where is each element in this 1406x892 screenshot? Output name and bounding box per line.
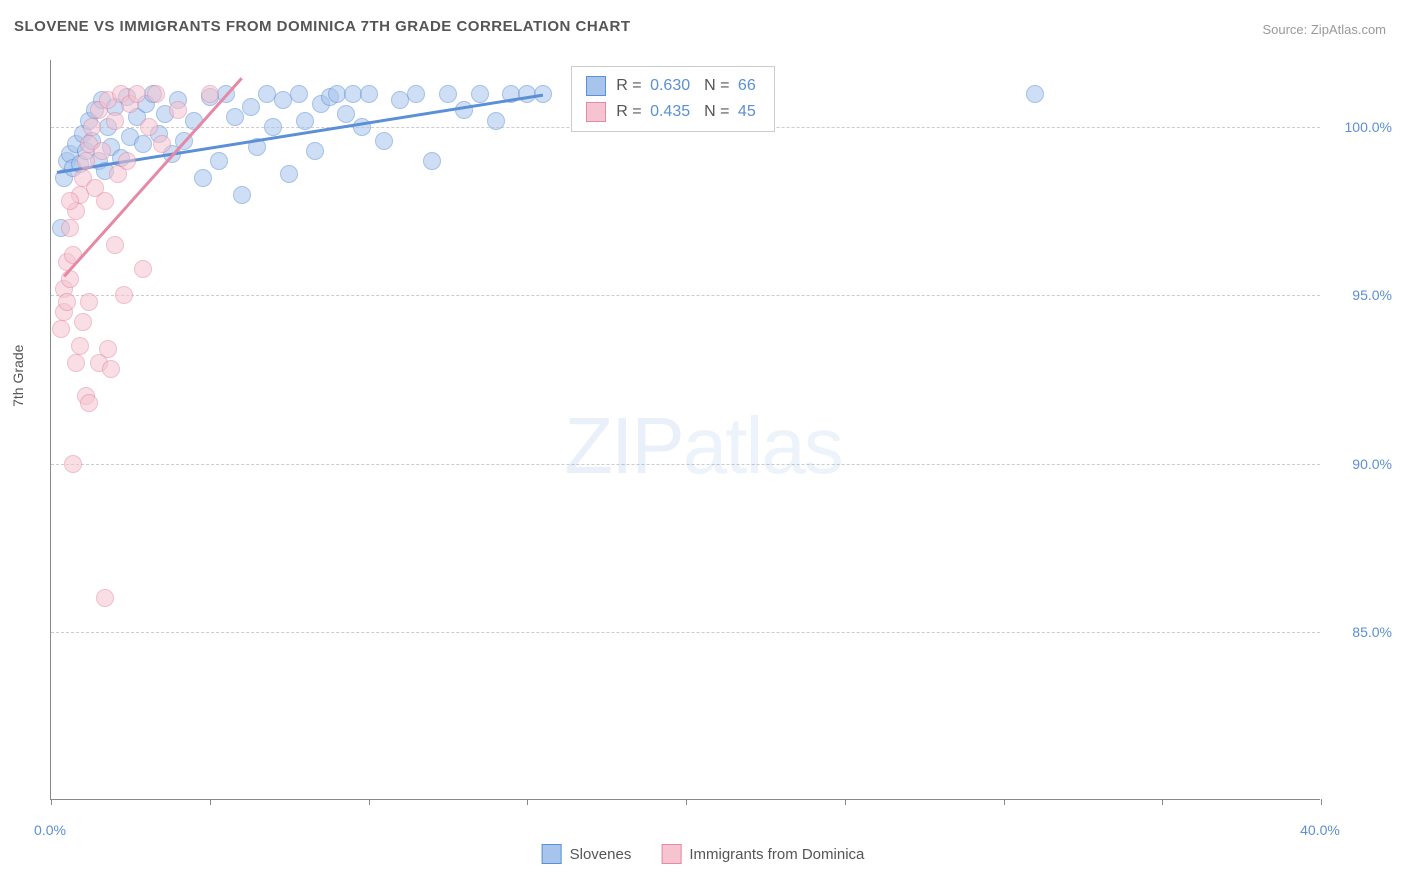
- x-tick-label: 0.0%: [34, 822, 66, 838]
- stats-row: R = 0.630 N = 66: [586, 73, 759, 99]
- x-tick: [1004, 799, 1005, 805]
- stats-row: R = 0.435 N = 45: [586, 99, 759, 125]
- data-point: [147, 85, 165, 103]
- chart-plot-area: R = 0.630 N = 66 R = 0.435 N = 45: [50, 60, 1320, 800]
- data-point: [71, 337, 89, 355]
- stats-r-label: R = 0.435: [616, 99, 694, 125]
- grid-line: [51, 632, 1320, 633]
- x-tick-label: 40.0%: [1300, 822, 1340, 838]
- data-point: [61, 270, 79, 288]
- x-tick: [51, 799, 52, 805]
- legend-label: Immigrants from Dominica: [689, 846, 864, 863]
- data-point: [74, 313, 92, 331]
- data-point: [77, 152, 95, 170]
- stats-n-label: N = 66: [704, 73, 760, 99]
- stats-box: R = 0.630 N = 66 R = 0.435 N = 45: [571, 66, 774, 132]
- x-tick: [845, 799, 846, 805]
- chart-title: SLOVENE VS IMMIGRANTS FROM DOMINICA 7TH …: [14, 18, 631, 35]
- legend-swatch: [661, 844, 681, 864]
- data-point: [1026, 85, 1044, 103]
- legend-item: Immigrants from Dominica: [661, 844, 864, 864]
- data-point: [233, 186, 251, 204]
- data-point: [134, 135, 152, 153]
- y-tick-label: 90.0%: [1352, 456, 1392, 472]
- data-point: [115, 286, 133, 304]
- legend-swatch: [542, 844, 562, 864]
- y-tick-label: 95.0%: [1352, 287, 1392, 303]
- stats-r-label: R = 0.630: [616, 73, 694, 99]
- data-point: [118, 152, 136, 170]
- data-point: [80, 293, 98, 311]
- data-point: [96, 589, 114, 607]
- y-tick-label: 100.0%: [1345, 119, 1392, 135]
- data-point: [96, 192, 114, 210]
- data-point: [61, 219, 79, 237]
- data-point: [99, 340, 117, 358]
- data-point: [471, 85, 489, 103]
- grid-line: [51, 464, 1320, 465]
- legend-label: Slovenes: [570, 846, 632, 863]
- grid-line: [51, 295, 1320, 296]
- x-tick: [527, 799, 528, 805]
- data-point: [80, 394, 98, 412]
- data-point: [106, 112, 124, 130]
- data-point: [102, 360, 120, 378]
- data-point: [264, 118, 282, 136]
- data-point: [153, 135, 171, 153]
- source-label: Source: ZipAtlas.com: [1262, 22, 1386, 37]
- stats-swatch: [586, 102, 606, 122]
- data-point: [337, 105, 355, 123]
- data-point: [423, 152, 441, 170]
- legend-item: Slovenes: [542, 844, 632, 864]
- stats-n-label: N = 45: [704, 99, 760, 125]
- data-point: [290, 85, 308, 103]
- data-point: [134, 260, 152, 278]
- data-point: [128, 85, 146, 103]
- data-point: [169, 101, 187, 119]
- y-axis-title: 7th Grade: [10, 345, 26, 407]
- data-point: [58, 293, 76, 311]
- x-tick: [369, 799, 370, 805]
- data-point: [67, 354, 85, 372]
- data-point: [242, 98, 260, 116]
- x-tick: [1162, 799, 1163, 805]
- data-point: [375, 132, 393, 150]
- x-tick: [686, 799, 687, 805]
- y-tick-label: 85.0%: [1352, 624, 1392, 640]
- data-point: [106, 236, 124, 254]
- data-point: [83, 118, 101, 136]
- data-point: [439, 85, 457, 103]
- data-point: [226, 108, 244, 126]
- data-point: [201, 85, 219, 103]
- data-point: [140, 118, 158, 136]
- stats-swatch: [586, 76, 606, 96]
- data-point: [487, 112, 505, 130]
- data-point: [407, 85, 425, 103]
- data-point: [64, 455, 82, 473]
- data-point: [52, 320, 70, 338]
- data-point: [93, 142, 111, 160]
- data-point: [360, 85, 378, 103]
- x-tick: [210, 799, 211, 805]
- data-point: [194, 169, 212, 187]
- data-point: [296, 112, 314, 130]
- x-tick: [1321, 799, 1322, 805]
- data-point: [210, 152, 228, 170]
- legend: Slovenes Immigrants from Dominica: [542, 844, 865, 864]
- data-point: [61, 192, 79, 210]
- data-point: [306, 142, 324, 160]
- data-point: [280, 165, 298, 183]
